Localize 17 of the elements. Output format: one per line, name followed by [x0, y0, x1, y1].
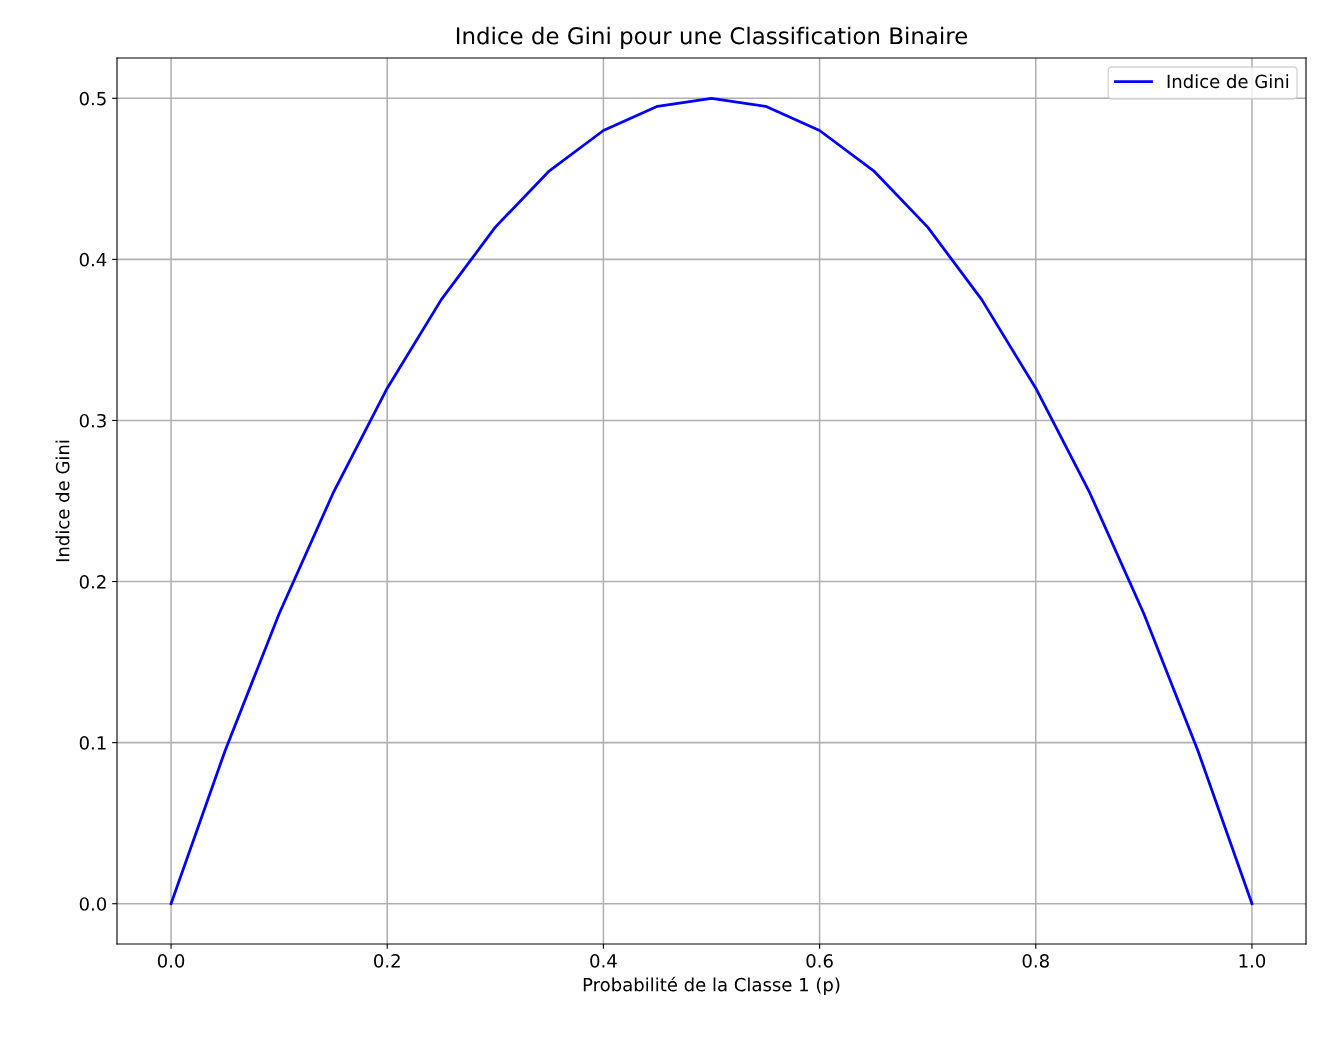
x-tick-label: 0.6 — [806, 954, 833, 968]
x-tick-label: 0.2 — [374, 954, 400, 968]
y-tick-label: 0.3 — [79, 413, 106, 428]
line-series — [169, 96, 1254, 906]
x-tick-label: 0.0 — [157, 954, 185, 968]
chart-title: Indice de Gini pour une Classification Binaire — [456, 26, 968, 49]
y-axis-title: Indice de Gini — [55, 440, 70, 562]
legend-label: Indice de Gini — [1167, 74, 1289, 89]
y-tick-label: 0.2 — [79, 575, 106, 589]
y-tick-label: 0.1 — [79, 736, 106, 750]
y-tick-label: 0.5 — [79, 91, 106, 106]
x-tick-label: 0.8 — [1022, 954, 1049, 968]
x-tick-label: 1.0 — [1239, 954, 1266, 968]
x-axis-title: Probabilité de la Classe 1 (p) — [583, 976, 840, 995]
y-tick-label: 0.0 — [79, 897, 107, 911]
x-tick-label: 0.4 — [590, 954, 617, 968]
y-tick-label: 0.4 — [79, 252, 107, 267]
